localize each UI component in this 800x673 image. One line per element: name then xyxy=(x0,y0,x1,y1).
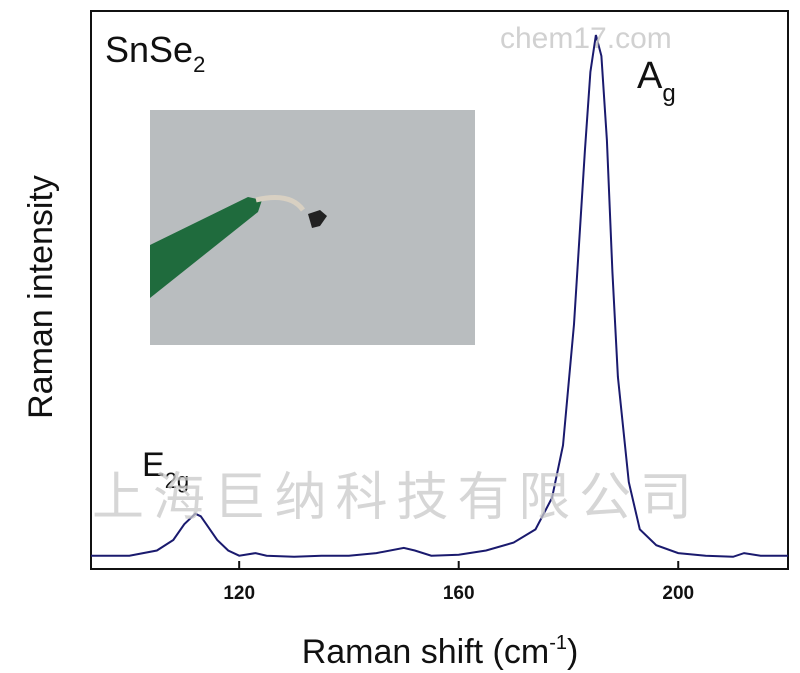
ag-peak-label: Ag xyxy=(637,55,676,107)
x-tick-label: 160 xyxy=(443,583,475,604)
watermark-top: chem17.com xyxy=(500,22,672,55)
raman-spectrum-line xyxy=(91,34,788,558)
y-axis-title: Raman intensity xyxy=(22,175,60,419)
compound-label: SnSe2 xyxy=(105,29,205,77)
sample-flake-icon xyxy=(308,210,327,228)
x-axis-ticks: 120 160 200 xyxy=(223,561,694,604)
x-tick-label: 120 xyxy=(223,583,255,604)
e2g-peak-label: E2g xyxy=(142,446,189,493)
x-axis-title: Raman shift (cm-1) xyxy=(302,632,579,671)
tweezer-tip-icon xyxy=(255,195,306,212)
tweezer-icon xyxy=(150,197,262,298)
sample-photo-inset xyxy=(150,110,475,345)
x-tick-label: 200 xyxy=(662,583,694,604)
